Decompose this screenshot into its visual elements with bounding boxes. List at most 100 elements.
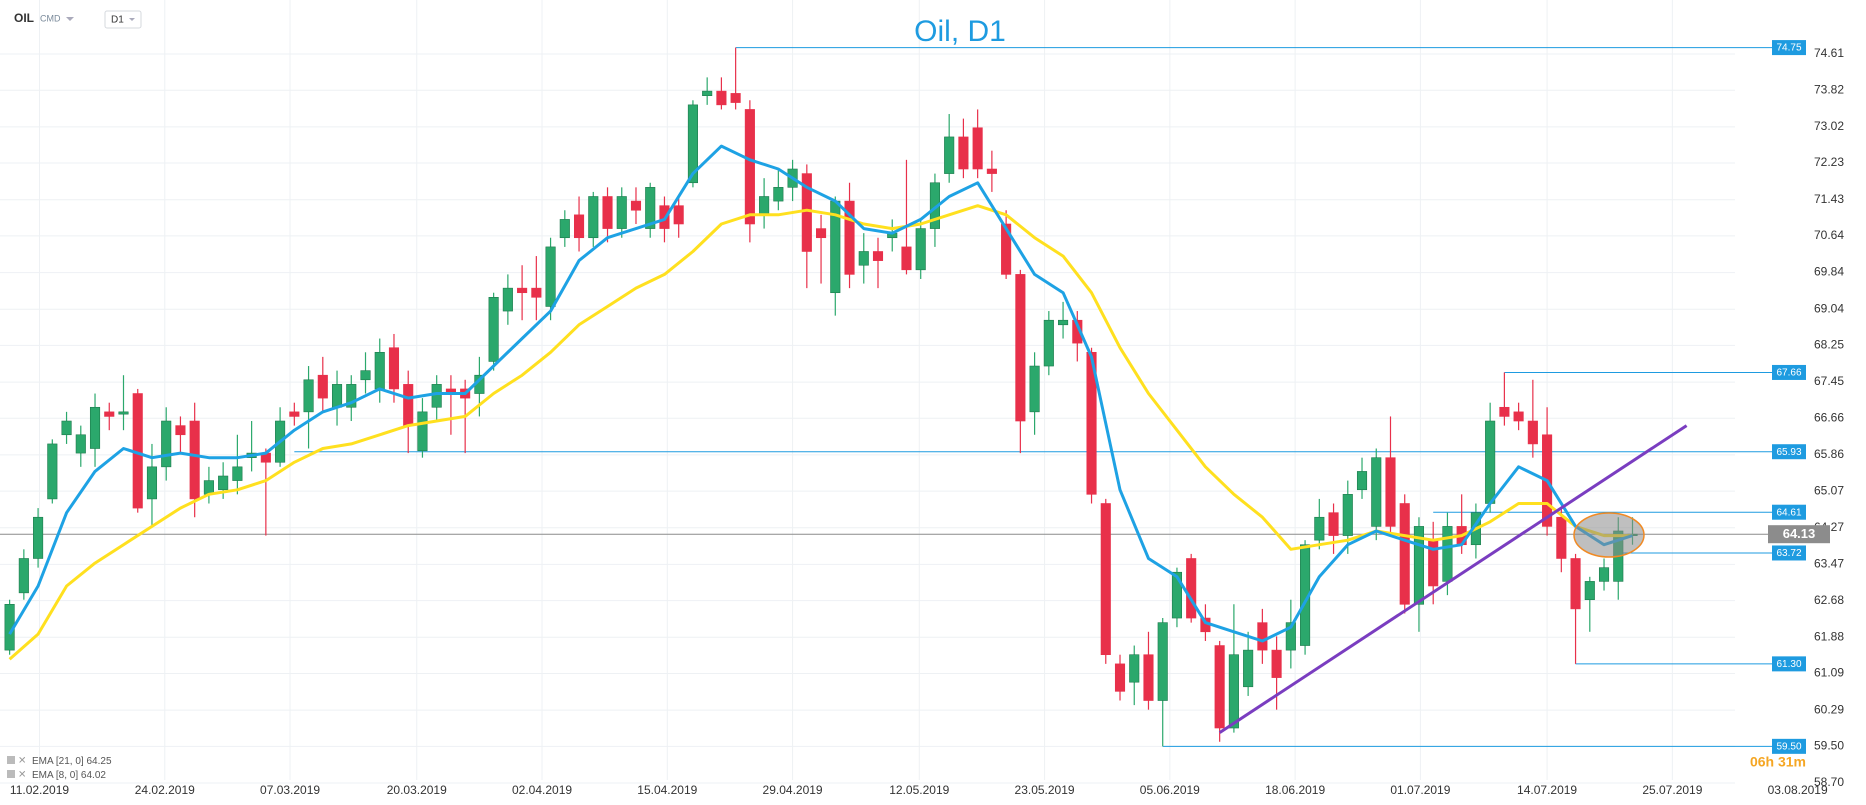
x-tick-label: 11.02.2019	[10, 783, 69, 797]
symbol-group[interactable]: CMD	[40, 13, 61, 23]
candle-body	[1043, 319, 1054, 367]
candle-body	[1214, 645, 1225, 729]
candle-body	[1371, 457, 1382, 527]
candle-body	[915, 228, 926, 271]
axes: 74.61 73.82 73.02 72.23 71.43 70.64 69.84 69.04…	[10, 40, 1844, 797]
y-tick-label: 65.86	[1814, 447, 1844, 461]
ema-line	[8, 144, 1633, 643]
candle-body	[1129, 654, 1140, 683]
candle-body	[360, 370, 371, 381]
level-tag	[1772, 738, 1806, 754]
candle-body	[388, 347, 400, 390]
candle-body	[1114, 663, 1126, 692]
x-tick-label: 15.04.2019	[637, 783, 697, 797]
candle-body	[1001, 223, 1012, 275]
candle-body	[1271, 649, 1282, 678]
candle-body	[1314, 516, 1325, 541]
candle-body	[1399, 503, 1410, 605]
candle-body	[901, 246, 912, 271]
candle-body	[374, 351, 385, 390]
timeframe-dropdown[interactable]	[104, 10, 142, 29]
candle-body	[673, 205, 684, 225]
legend-value: 64.25	[86, 756, 111, 767]
level-tag	[1772, 545, 1806, 561]
dropdown-arrow[interactable]	[129, 18, 135, 21]
candle-body	[588, 196, 599, 239]
legend-close[interactable]: ✕	[18, 756, 26, 767]
y-tick-label: 61.88	[1814, 629, 1844, 643]
candle-body	[816, 228, 827, 239]
legend-entry: EMA [21, 0] 64.25	[32, 756, 112, 767]
candle-body	[1171, 571, 1183, 619]
legend-name: EMA [21, 0]	[32, 756, 84, 767]
x-tick-label: 05.06.2019	[1140, 783, 1200, 797]
candle-body	[687, 104, 698, 184]
candle-body	[61, 420, 72, 436]
x-tick-label: 02.04.2019	[512, 783, 572, 797]
candle-body	[1186, 558, 1197, 619]
candle-body	[1058, 319, 1069, 326]
candle-body	[1442, 526, 1453, 582]
candle-body	[872, 251, 884, 261]
candle-body	[232, 466, 243, 481]
y-tick-label: 62.68	[1814, 593, 1844, 607]
candle-body	[986, 168, 997, 174]
candle-body	[331, 384, 343, 408]
y-tick-label: 58.70	[1814, 775, 1844, 789]
current-price-label: 64.13	[1783, 526, 1816, 541]
candle-body	[218, 475, 229, 491]
symbol[interactable]: OIL	[14, 11, 34, 25]
candle-body	[1513, 411, 1524, 422]
candle-body	[1485, 420, 1496, 504]
x-tick-label: 14.07.2019	[1517, 783, 1577, 797]
candle-body	[303, 379, 314, 413]
candle-body	[1029, 365, 1040, 413]
legend-icon[interactable]	[7, 770, 15, 778]
y-tick-label: 73.02	[1814, 119, 1844, 133]
x-tick-label: 12.05.2019	[889, 783, 949, 797]
y-tick-label: 66.66	[1814, 410, 1844, 424]
level-tag-label: 64.61	[1776, 507, 1801, 518]
candle-body	[104, 411, 115, 417]
candle-body	[1086, 351, 1097, 495]
candle-body	[858, 251, 869, 266]
x-tick-label: 07.03.2019	[260, 783, 320, 797]
candle-body	[1527, 420, 1538, 445]
x-tick-label: 20.03.2019	[387, 783, 447, 797]
trendline	[1218, 424, 1688, 734]
candle-body	[1598, 567, 1610, 582]
candle-body	[801, 173, 812, 252]
candle-body	[1100, 503, 1111, 656]
y-tick-label: 73.82	[1814, 82, 1844, 96]
candle-body	[1570, 558, 1581, 610]
level-tag-label: 74.75	[1776, 43, 1801, 54]
candle-body	[958, 136, 969, 170]
candle-body	[1499, 406, 1510, 417]
candle-body	[118, 411, 129, 415]
candle-body	[702, 90, 713, 96]
ema-line	[8, 204, 1633, 661]
dropdown-arrow[interactable]	[66, 17, 74, 21]
candle-body	[730, 93, 741, 103]
level-tag	[1772, 40, 1806, 56]
level-tag	[1772, 444, 1806, 460]
level-tag-label: 63.72	[1776, 548, 1801, 559]
candle-body	[75, 434, 86, 454]
y-tick-label: 71.43	[1814, 192, 1844, 206]
timeframe[interactable]: D1	[111, 15, 124, 26]
candle-body	[89, 406, 101, 449]
candle-body	[1157, 622, 1168, 701]
level-tag-label: 65.93	[1776, 447, 1801, 458]
legend-icon[interactable]	[7, 756, 15, 764]
candle-body	[175, 425, 186, 436]
candle-body	[1556, 516, 1567, 559]
candle-body	[559, 219, 570, 239]
y-tick-label: 60.29	[1814, 702, 1844, 716]
candle-body	[972, 127, 983, 170]
candle-body	[1285, 622, 1296, 651]
candle-body	[161, 420, 172, 468]
countdown: 06h 31m	[1750, 754, 1806, 770]
x-tick-label: 01.07.2019	[1390, 783, 1450, 797]
legend-close[interactable]: ✕	[18, 770, 26, 781]
